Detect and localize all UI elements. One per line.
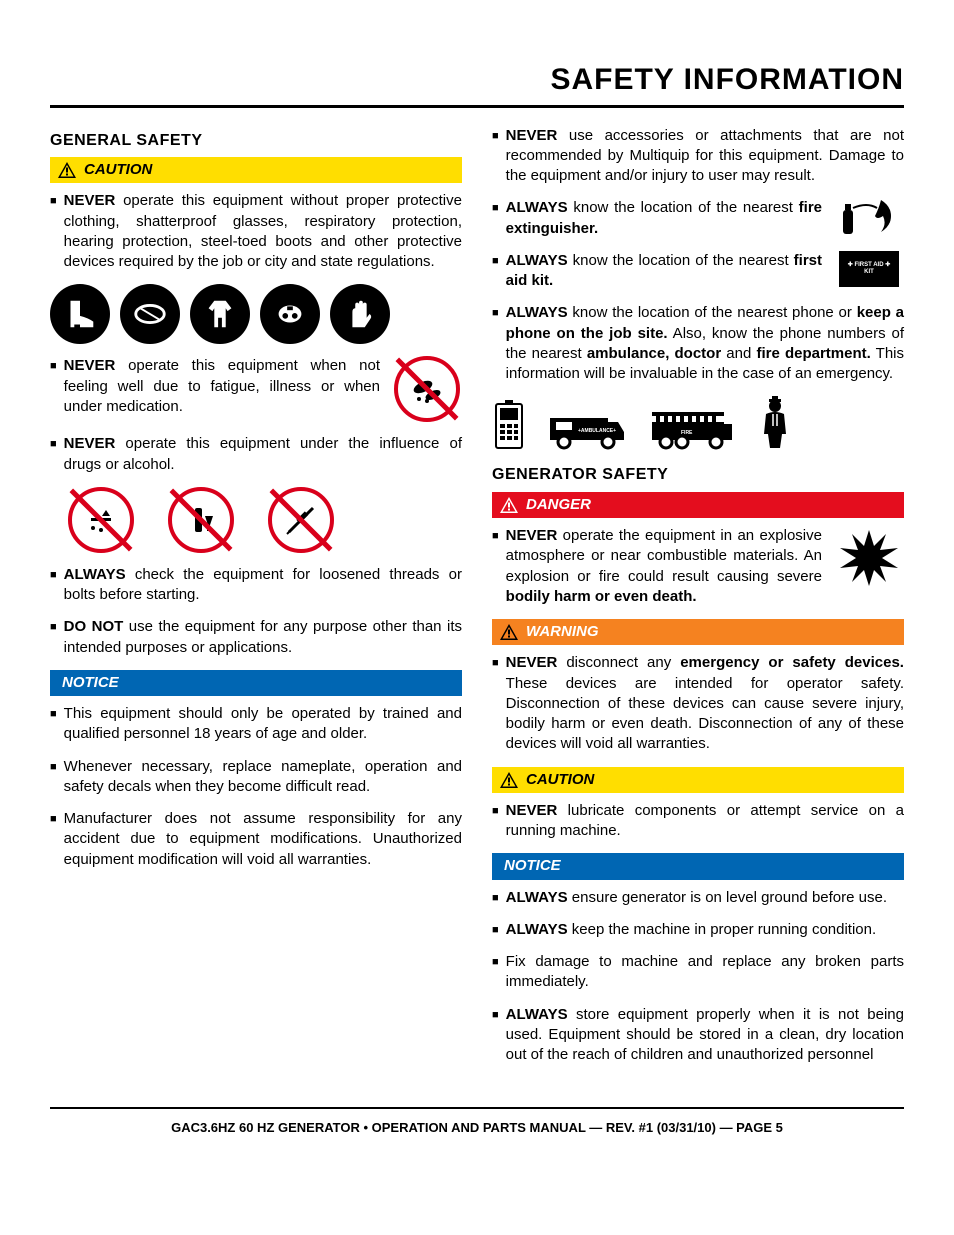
no-drugs-icon xyxy=(68,487,134,553)
ppe-icon-row xyxy=(50,284,462,344)
fire-extinguisher-icon xyxy=(834,198,904,238)
notice-label: NOTICE xyxy=(504,856,561,876)
doctor-icon xyxy=(758,396,792,450)
bullet: Fix damage to machine and replace any br… xyxy=(492,952,904,993)
bullet: DO NOT use the equipment for any purpose… xyxy=(50,617,462,658)
bullet: NEVER operate this equipment under the i… xyxy=(50,434,462,475)
no-syringe-icon xyxy=(268,487,334,553)
warning-label: WARNING xyxy=(526,622,599,642)
emergency-icon-row: +AMBULANCE+ FIRE xyxy=(492,396,904,450)
bullet: ALWAYS know the location of the nearest … xyxy=(492,198,904,239)
alert-triangle-icon xyxy=(500,772,518,788)
coveralls-icon xyxy=(190,284,250,344)
no-medication-icon xyxy=(392,356,462,422)
bullet: This equipment should only be operated b… xyxy=(50,704,462,745)
left-column: GENERAL SAFETY CAUTION NEVER operate thi… xyxy=(50,126,462,1078)
warning-banner: WARNING xyxy=(492,619,904,645)
bullet: NEVER operate this equipment without pro… xyxy=(50,191,462,272)
ambulance-icon: +AMBULANCE+ xyxy=(548,408,626,450)
goggles-icon xyxy=(120,284,180,344)
bullet: Whenever necessary, replace nameplate, o… xyxy=(50,757,462,798)
bullet: ALWAYS keep the machine in proper runnin… xyxy=(492,920,904,940)
bullet: Manufacturer does not assume responsibil… xyxy=(50,809,462,870)
respirator-icon xyxy=(260,284,320,344)
caution-label: CAUTION xyxy=(526,770,594,790)
caution-banner: CAUTION xyxy=(492,767,904,793)
prohibition-icon-row xyxy=(50,487,462,553)
danger-banner: DANGER xyxy=(492,492,904,518)
alert-triangle-icon xyxy=(500,497,518,513)
page-title: SAFETY INFORMATION xyxy=(50,60,904,108)
fire-truck-icon: FIRE xyxy=(648,404,736,450)
bullet: NEVER disconnect any emergency or safety… xyxy=(492,653,904,754)
generator-safety-heading: GENERATOR SAFETY xyxy=(492,464,904,486)
bullet: NEVER lubricate components or attempt se… xyxy=(492,801,904,842)
gloves-icon xyxy=(330,284,390,344)
no-alcohol-icon xyxy=(168,487,234,553)
boots-icon xyxy=(50,284,110,344)
bullet: ALWAYS check the equipment for loosened … xyxy=(50,565,462,606)
notice-banner: NOTICE xyxy=(50,670,462,696)
bullet: ALWAYS know the location of the nearest … xyxy=(492,251,904,292)
bullet: ALWAYS know the location of the nearest … xyxy=(492,303,904,384)
first-aid-kit-icon: ✚ FIRST AID ✚ KIT xyxy=(834,251,904,287)
notice-banner: NOTICE xyxy=(492,853,904,879)
bullet: NEVER use accessories or attachments tha… xyxy=(492,126,904,187)
danger-label: DANGER xyxy=(526,495,591,515)
bullet: NEVER operate the equipment in an explos… xyxy=(492,526,904,607)
svg-text:+AMBULANCE+: +AMBULANCE+ xyxy=(578,428,616,434)
page-footer: GAC3.6HZ 60 HZ GENERATOR • OPERATION AND… xyxy=(50,1107,904,1137)
general-safety-heading: GENERAL SAFETY xyxy=(50,130,462,152)
notice-label: NOTICE xyxy=(62,673,119,693)
caution-label: CAUTION xyxy=(84,160,152,180)
caution-banner: CAUTION xyxy=(50,157,462,183)
right-column: NEVER use accessories or attachments tha… xyxy=(492,126,904,1078)
alert-triangle-icon xyxy=(58,162,76,178)
bullet: ALWAYS store equipment properly when it … xyxy=(492,1005,904,1066)
content-columns: GENERAL SAFETY CAUTION NEVER operate thi… xyxy=(50,126,904,1078)
explosion-icon xyxy=(834,526,904,586)
bullet: ALWAYS ensure generator is on level grou… xyxy=(492,888,904,908)
phone-icon xyxy=(492,398,526,450)
bullet: NEVER operate this equipment when not fe… xyxy=(50,356,462,422)
svg-text:FIRE: FIRE xyxy=(681,430,693,436)
alert-triangle-icon xyxy=(500,624,518,640)
